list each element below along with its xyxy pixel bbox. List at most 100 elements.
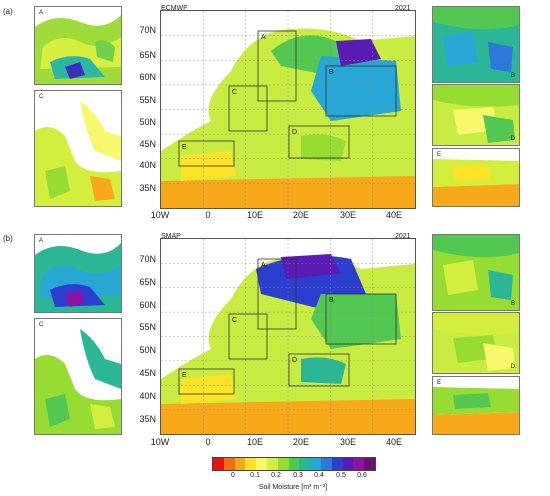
colorbar-swatch (234, 458, 246, 470)
panel-a-lon-label: 20E (292, 210, 309, 220)
region-box-d (288, 353, 350, 387)
panel-b-inset-A-letter: A (39, 238, 44, 244)
region-box-d (288, 125, 350, 159)
panel-b-main-map: A B C D E (160, 238, 416, 435)
region-box-a (257, 30, 297, 102)
soil-moisture-colorbar (212, 457, 376, 471)
panel-a-inset-A: A (34, 6, 122, 85)
colorbar-swatch (353, 458, 365, 470)
colorbar-swatch (310, 458, 322, 470)
region-box-b (325, 65, 397, 117)
colorbar-swatch (213, 458, 225, 470)
panel-a-label: (a) (3, 7, 13, 16)
panel-b-lon-label: 40E (385, 437, 402, 447)
colorbar-swatch (299, 458, 311, 470)
panel-b-inset-E: E (432, 376, 520, 435)
colorbar-swatch (245, 458, 257, 470)
panel-a-lat-label: 35N (139, 183, 156, 193)
panel-b-lon-label: 10E (246, 437, 263, 447)
panel-a-lat-label: 50N (139, 117, 156, 127)
panel-b-inset-B: B (432, 234, 520, 311)
region-box-label: B (329, 69, 334, 76)
panel-a-inset-B: B (432, 6, 520, 83)
colorbar-tick-label: 0 (231, 472, 235, 479)
panel-b-lon-label: 10W (150, 437, 170, 447)
panel-b-lat-label: 35N (139, 414, 156, 424)
panel-b-model-name: SMAP (161, 233, 181, 240)
panel-a-lat-label: 55N (139, 95, 156, 105)
panel-b-inset-C-letter: C (39, 322, 44, 328)
panel-a-lat-label: 70N (139, 25, 156, 35)
colorbar-tick-label: 0.5 (336, 472, 346, 479)
panel-b-lon-label: 30E (339, 437, 356, 447)
colorbar-title: Soil Moisture [m³ m⁻³] (258, 484, 328, 491)
panel-a-lat-label: 40N (139, 160, 156, 170)
colorbar-swatch (331, 458, 344, 470)
panel-a-inset-D: D (432, 84, 520, 146)
colorbar-swatch (288, 458, 300, 470)
region-box-label: E (182, 372, 187, 379)
colorbar-swatch (267, 458, 279, 470)
colorbar-tick-label: 0.1 (250, 472, 260, 479)
colorbar-swatch (256, 458, 268, 470)
panel-b-lat-label: 45N (139, 368, 156, 378)
region-box-label: A (261, 34, 266, 41)
panel-a-model-name: ECMWF (161, 5, 188, 12)
panel-b-lon-label: 0 (205, 437, 211, 447)
region-box-a (257, 258, 297, 330)
panel-b-inset-E-letter: E (437, 380, 442, 386)
colorbar-tick-label: 0.4 (314, 472, 324, 479)
panel-b-inset-B-letter: B (510, 301, 515, 307)
panel-a-lon-label: 10W (150, 210, 170, 220)
panel-a-lon-label: 30E (339, 210, 356, 220)
region-box-label: C (232, 89, 237, 96)
panel-a-lat-label: 45N (139, 139, 156, 149)
panel-b-inset-D: D (432, 312, 520, 374)
region-box-label: E (182, 144, 187, 151)
region-box-label: B (329, 297, 334, 304)
panel-a-inset-C: C (34, 90, 122, 207)
panel-b-lon-label: 20E (292, 437, 309, 447)
panel-a-year: 2021 (395, 5, 411, 12)
panel-b-lat-label: 70N (139, 254, 156, 264)
panel-b-label: (b) (3, 234, 13, 243)
colorbar-tick-label: 0.3 (293, 472, 303, 479)
panel-a-inset-E-letter: E (437, 152, 442, 158)
region-box-c (228, 313, 268, 360)
panel-a-inset-D-letter: D (510, 136, 515, 142)
colorbar-swatch (342, 458, 354, 470)
panel-b-inset-D-letter: D (510, 364, 515, 370)
colorbar-tick-label: 0.2 (271, 472, 281, 479)
panel-b-lat-label: 50N (139, 345, 156, 355)
colorbar-swatch (321, 458, 333, 470)
colorbar-swatch (364, 458, 376, 470)
panel-b-year: 2021 (395, 233, 411, 240)
panel-b-lat-label: 65N (139, 277, 156, 287)
panel-a-inset-A-letter: A (39, 10, 44, 16)
panel-a-lat-label: 60N (139, 72, 156, 82)
region-box-c (228, 85, 268, 132)
panel-b-lat-label: 60N (139, 300, 156, 310)
region-box-label: D (292, 129, 297, 136)
region-box-b (325, 293, 397, 345)
panel-b-inset-A: A (34, 234, 122, 313)
panel-a-lon-label: 40E (385, 210, 402, 220)
region-box-label: C (232, 317, 237, 324)
region-box-label: D (292, 357, 297, 364)
panel-a-lon-label: 0 (205, 210, 211, 220)
region-box-e (178, 368, 235, 395)
panel-a-inset-E: E (432, 148, 520, 207)
panel-a-lat-label: 65N (139, 50, 156, 60)
colorbar-swatch (223, 458, 236, 470)
panel-a-inset-C-letter: C (39, 94, 44, 100)
panel-a-lon-label: 10E (246, 210, 263, 220)
panel-a-inset-B-letter: B (510, 73, 515, 79)
panel-a-main-map: A B C D E (160, 10, 416, 209)
panel-b-lat-label: 40N (139, 391, 156, 401)
panel-b-lat-label: 55N (139, 322, 156, 332)
region-box-label: A (261, 262, 266, 269)
colorbar-tick-label: 0.6 (357, 472, 367, 479)
colorbar-swatch (277, 458, 290, 470)
panel-b-inset-C: C (34, 318, 122, 435)
region-box-e (178, 140, 235, 167)
